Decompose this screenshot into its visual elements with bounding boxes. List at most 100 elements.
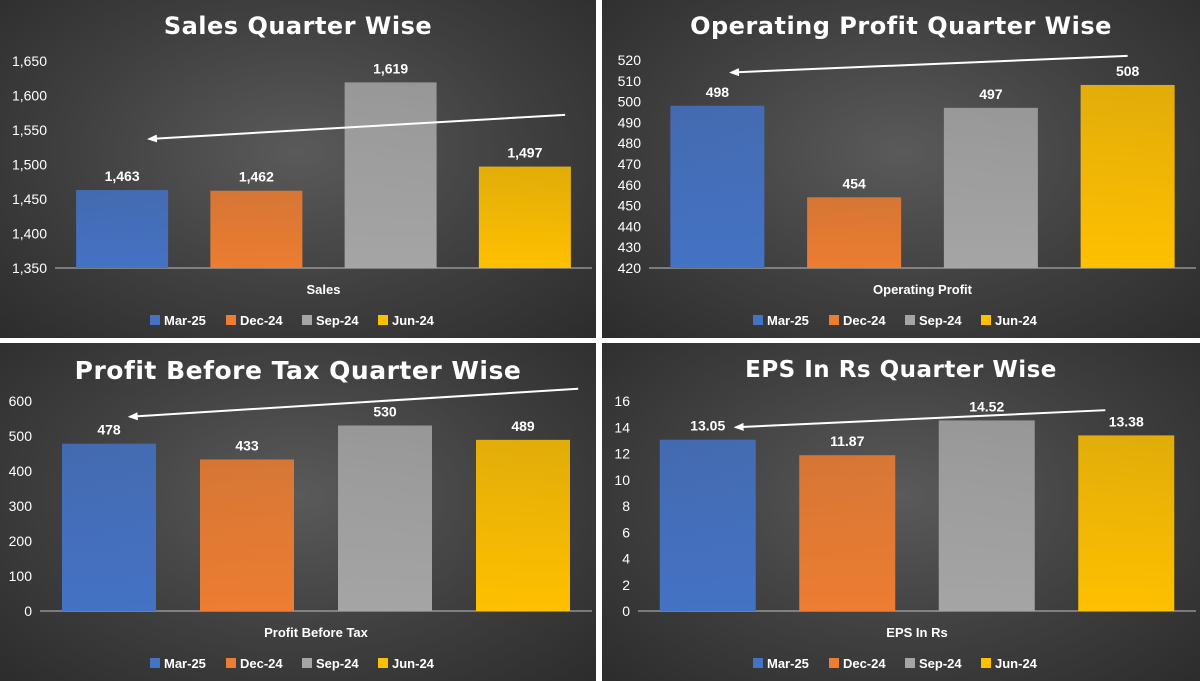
y-tick-label: 470 [618, 156, 642, 172]
legend-swatch [378, 315, 388, 325]
legend-label: Sep-24 [316, 313, 359, 328]
chart-panel-operating-profit: Operating Profit Quarter Wise 420 430 440 45… [602, 0, 1200, 338]
y-tick-label: 500 [618, 94, 642, 110]
legend-swatch [753, 315, 763, 325]
bar-sep-24[interactable] [943, 107, 1038, 268]
legend-label: Dec-24 [843, 656, 886, 671]
chart-svg: EPS In Rs Quarter Wise 0 2 4 6 8 10 12 14 16 13.05… [614, 357, 1196, 671]
y-tick-label: 2 [622, 577, 630, 593]
legend-item-dec-24[interactable]: Dec-24 [829, 313, 886, 328]
y-tick-label: 12 [614, 446, 630, 462]
bar-sep-24[interactable] [938, 420, 1035, 611]
data-label-jun-24: 1,497 [507, 145, 542, 161]
legend-item-sep-24[interactable]: Sep-24 [905, 656, 962, 671]
legend-swatch [981, 658, 991, 668]
legend-label: Sep-24 [316, 656, 359, 671]
y-tick-label: 1,600 [12, 88, 47, 104]
data-label-sep-24: 497 [979, 86, 1003, 102]
legend-item-jun-24[interactable]: Jun-24 [981, 313, 1038, 328]
legend-label: Mar-25 [164, 656, 206, 671]
y-tick-label: 600 [9, 393, 33, 409]
bar-jun-24[interactable] [476, 439, 570, 611]
data-label-dec-24: 454 [842, 175, 866, 191]
legend-swatch [150, 658, 160, 668]
chart-title: Sales Quarter Wise [164, 12, 432, 40]
data-label-sep-24: 1,619 [373, 60, 408, 76]
y-tick-label: 1,350 [12, 260, 47, 276]
legend-label: Sep-24 [919, 656, 962, 671]
legend-swatch [905, 315, 915, 325]
legend-item-dec-24[interactable]: Dec-24 [829, 656, 886, 671]
legend-swatch [302, 315, 312, 325]
legend-label: Mar-25 [767, 313, 809, 328]
legend-item-mar-25[interactable]: Mar-25 [753, 313, 809, 328]
data-label-dec-24: 11.87 [830, 433, 864, 449]
data-label-mar-25: 498 [706, 84, 730, 100]
y-tick-label: 1,650 [12, 53, 47, 69]
legend-label: Dec-24 [843, 313, 886, 328]
y-tick-label: 0 [622, 603, 630, 619]
y-tick-label: 510 [618, 73, 642, 89]
y-tick-label: 4 [622, 551, 630, 567]
data-label-mar-25: 13.05 [690, 418, 725, 434]
bar-mar-25[interactable] [76, 190, 169, 268]
bar-jun-24[interactable] [478, 166, 571, 268]
data-label-sep-24: 530 [373, 404, 397, 420]
chart-svg: Profit Before Tax Quarter Wise 0 100 200 300… [9, 356, 592, 671]
legend-item-dec-24[interactable]: Dec-24 [226, 313, 283, 328]
legend-item-sep-24[interactable]: Sep-24 [905, 313, 962, 328]
trend-arrow [146, 113, 566, 143]
bar-sep-24[interactable] [338, 425, 432, 612]
legend-item-dec-24[interactable]: Dec-24 [226, 656, 283, 671]
legend-swatch [302, 658, 312, 668]
y-tick-label: 460 [618, 177, 642, 193]
y-tick-label: 14 [614, 419, 630, 435]
bar-dec-24[interactable] [807, 197, 902, 268]
legend-label: Jun-24 [392, 313, 435, 328]
legend-item-sep-24[interactable]: Sep-24 [302, 313, 359, 328]
y-tick-label: 8 [622, 498, 630, 514]
data-label-jun-24: 489 [511, 418, 535, 434]
legend-swatch [829, 658, 839, 668]
bar-mar-25[interactable] [659, 439, 756, 611]
y-tick-label: 480 [618, 135, 642, 151]
legend-swatch [905, 658, 915, 668]
legend-label: Dec-24 [240, 656, 283, 671]
trend-arrow [127, 387, 579, 421]
y-tick-label: 1,450 [12, 191, 47, 207]
bar-dec-24[interactable] [200, 459, 294, 611]
category-label: Operating Profit [873, 282, 973, 297]
trend-arrow [729, 54, 1128, 77]
data-label-dec-24: 1,462 [239, 169, 274, 185]
y-tick-label: 1,500 [12, 157, 47, 173]
legend-swatch [753, 658, 763, 668]
legend-label: Jun-24 [392, 656, 435, 671]
legend-item-jun-24[interactable]: Jun-24 [378, 313, 435, 328]
category-label: Sales [307, 282, 341, 297]
legend-label: Mar-25 [164, 313, 206, 328]
legend-item-mar-25[interactable]: Mar-25 [150, 313, 206, 328]
legend-label: Dec-24 [240, 313, 283, 328]
chart-title: Operating Profit Quarter Wise [690, 12, 1112, 40]
y-tick-label: 400 [9, 463, 33, 479]
data-label-jun-24: 508 [1116, 63, 1140, 79]
legend-item-jun-24[interactable]: Jun-24 [981, 656, 1038, 671]
category-label: Profit Before Tax [264, 625, 369, 640]
y-tick-label: 490 [618, 114, 642, 130]
legend-item-jun-24[interactable]: Jun-24 [378, 656, 435, 671]
y-tick-label: 100 [9, 568, 33, 584]
bar-dec-24[interactable] [799, 455, 896, 611]
legend-label: Jun-24 [995, 313, 1038, 328]
bar-sep-24[interactable] [344, 82, 437, 268]
legend-item-mar-25[interactable]: Mar-25 [150, 656, 206, 671]
legend-item-sep-24[interactable]: Sep-24 [302, 656, 359, 671]
bar-dec-24[interactable] [210, 190, 303, 268]
bar-mar-25[interactable] [62, 443, 156, 611]
y-tick-label: 430 [618, 239, 642, 255]
bar-jun-24[interactable] [1080, 84, 1175, 269]
data-label-sep-24: 14.52 [969, 398, 1004, 414]
bar-mar-25[interactable] [670, 105, 765, 268]
bar-jun-24[interactable] [1078, 435, 1175, 611]
legend-item-mar-25[interactable]: Mar-25 [753, 656, 809, 671]
y-tick-label: 6 [622, 524, 630, 540]
